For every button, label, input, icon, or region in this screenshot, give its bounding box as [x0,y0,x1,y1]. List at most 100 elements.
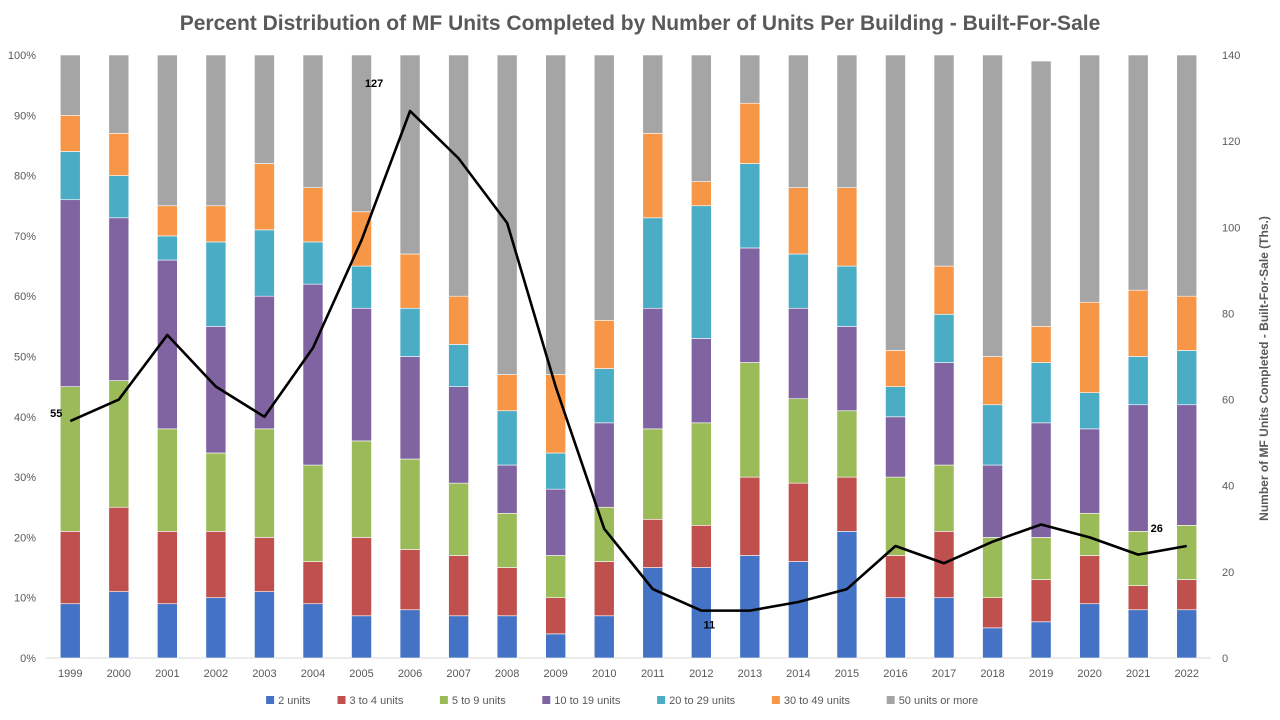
bar-segment-30-to-49-units [496,374,518,412]
bar-segment-20-to-29-units [351,265,372,309]
y-left-tick-label: 20% [14,532,36,544]
bar-segment-30-to-49-units [982,356,1003,406]
bar-segment-20-to-29-units [739,163,761,249]
bar-segment-10-to-19-units [982,464,1003,538]
bar-segment-5-to-9-units [351,440,372,538]
legend-label: 10 to 19 units [554,695,621,707]
y-left-tick-label: 10% [14,593,36,605]
bar-segment-50-units-or-more [691,54,712,182]
bar-segment-3-to-4-units [254,537,275,592]
x-tick-label: 2017 [932,668,956,680]
y-right-tick-label: 100 [1222,222,1240,234]
legend-swatch [771,696,780,704]
bar-segment-5-to-9-units [788,398,809,484]
bar-segment-20-to-29-units [496,410,518,466]
x-tick-label: 2007 [446,668,470,680]
bar-segment-5-to-9-units [545,555,566,598]
legend-swatch [542,696,551,704]
x-tick-label: 1999 [58,668,82,680]
bar-segment-50-units-or-more [1176,54,1198,297]
y-left-tick-label: 60% [14,291,36,303]
bar-segment-20-to-29-units [691,205,712,339]
bar-segment-20-to-29-units [1079,392,1100,430]
line-data-label: 26 [1151,523,1163,535]
bar-segment-5-to-9-units [642,428,664,520]
bar-segment-2-units [351,615,372,659]
bar-segment-50-units-or-more [302,54,324,188]
bar-segment-30-to-49-units [1127,289,1149,357]
bar-segment-10-to-19-units [593,422,615,508]
bar-segment-10-to-19-units [1176,404,1198,526]
x-tick-label: 2021 [1126,668,1150,680]
bar-segment-2-units [254,591,275,659]
bar-segment-5-to-9-units [59,386,81,532]
bar-segment-2-units [982,627,1003,659]
bar-segment-3-to-4-units [205,531,227,598]
bar-segment-30-to-49-units [593,320,615,369]
bar-segment-20-to-29-units [642,217,664,309]
bar-segment-20-to-29-units [885,386,906,418]
bar-segment-10-to-19-units [642,307,664,430]
bar-segment-2-units [593,615,615,659]
bar-segment-20-to-29-units [59,151,81,201]
legend-label: 2 units [278,695,311,707]
bar-segment-20-to-29-units [448,344,469,387]
bar-segment-20-to-29-units [788,253,809,309]
bar-segment-50-units-or-more [642,54,664,134]
bar-segment-2-units [1079,603,1100,659]
bar-segment-10-to-19-units [59,199,81,387]
bar-segment-2-units [788,561,809,659]
x-tick-label: 2005 [349,668,373,680]
bar-segment-30-to-49-units [836,187,858,267]
y-left-tick-label: 100% [8,50,36,62]
x-tick-label: 2016 [883,668,907,680]
x-tick-label: 2011 [641,668,665,680]
bar-segment-30-to-49-units [642,133,664,219]
bar-segment-2-units [399,609,421,659]
line-data-label: 55 [50,408,62,420]
y-left-tick-label: 70% [14,231,36,243]
bar-segment-30-to-49-units [157,205,178,237]
bar-segment-2-units [885,597,906,659]
bar-segment-10-to-19-units [836,326,858,412]
bar-segment-3-to-4-units [351,537,372,617]
bar-segment-30-to-49-units [399,253,421,309]
bar-segment-50-units-or-more [399,54,421,255]
bar-segment-2-units [302,603,324,659]
bar-segment-2-units [691,567,712,659]
bar-segment-50-units-or-more [788,54,809,188]
bar-segment-50-units-or-more [205,54,227,207]
bar-segment-50-units-or-more [933,54,955,267]
bar-segment-50-units-or-more [545,54,566,375]
y-right-tick-label: 120 [1222,136,1240,148]
bar-segment-3-to-4-units [691,525,712,568]
y-right-tick-label: 80 [1222,308,1234,320]
bar-segment-3-to-4-units [836,476,858,532]
bar-segment-10-to-19-units [351,307,372,442]
bar-segment-30-to-49-units [59,115,81,152]
bar-segment-3-to-4-units [1030,579,1052,623]
bar-segment-30-to-49-units [1079,301,1100,393]
x-tick-label: 2009 [543,668,567,680]
bar-segment-10-to-19-units [933,362,955,466]
legend-swatch [266,696,275,704]
bar-segment-5-to-9-units [399,458,421,550]
y-right-tick-label: 140 [1222,50,1240,62]
bar-segment-3-to-4-units [1176,579,1198,611]
bar-segment-20-to-29-units [1127,356,1149,406]
bar-segment-50-units-or-more [254,54,275,164]
bar-segment-20-to-29-units [399,307,421,357]
line-series-units-completed [69,109,1187,612]
y-right-tick-label: 20 [1222,567,1234,579]
y-left-tick-label: 0% [20,653,36,665]
bar-segment-50-units-or-more [1030,60,1052,327]
bar-segment-30-to-49-units [448,295,469,345]
legend-swatch [337,696,346,704]
bar-segment-5-to-9-units [448,482,469,556]
legend-swatch [886,696,895,704]
bar-segment-20-to-29-units [1030,362,1052,424]
bar-segment-10-to-19-units [545,488,566,556]
chart-title: Percent Distribution of MF Units Complet… [179,12,1101,35]
y-right-tick-label: 60 [1222,395,1234,407]
bar-segment-20-to-29-units [593,368,615,424]
